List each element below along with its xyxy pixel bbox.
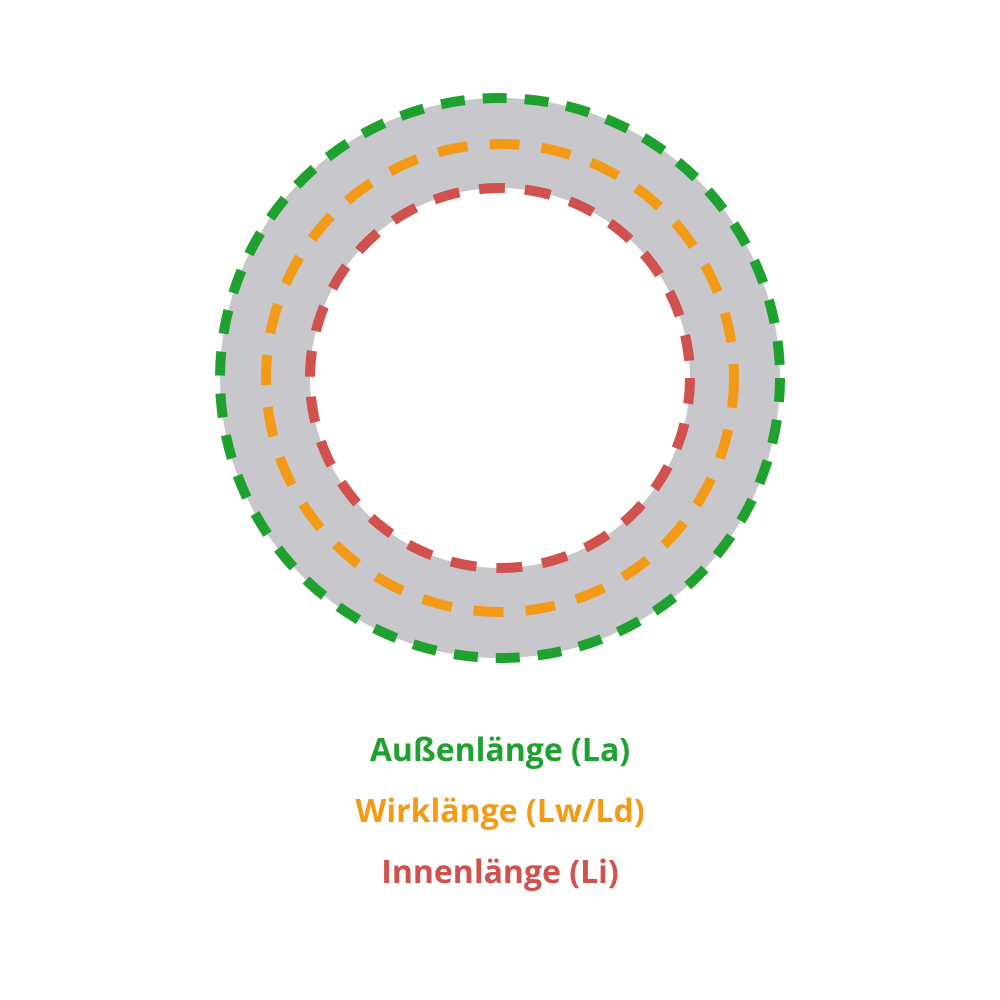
legend-item-middle: Wirklänge (Lw/Ld) xyxy=(355,789,644,832)
legend-item-outer: Außenlänge (La) xyxy=(370,728,630,771)
inner-circle xyxy=(310,188,690,568)
diagram-svg xyxy=(200,78,800,678)
legend: Außenlänge (La) Wirklänge (Lw/Ld) Innenl… xyxy=(355,728,644,893)
legend-item-inner: Innenlänge (Li) xyxy=(381,850,619,893)
belt-length-diagram xyxy=(200,78,800,678)
